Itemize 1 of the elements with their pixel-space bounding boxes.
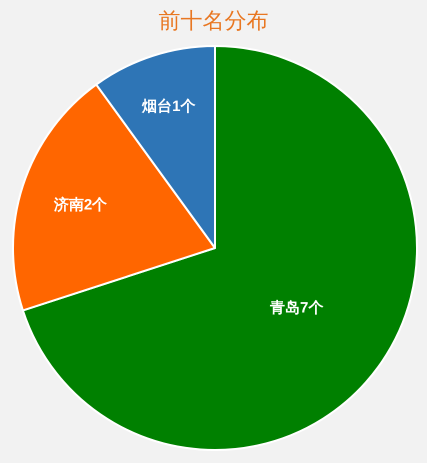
title: 前十名分布 bbox=[158, 8, 268, 33]
